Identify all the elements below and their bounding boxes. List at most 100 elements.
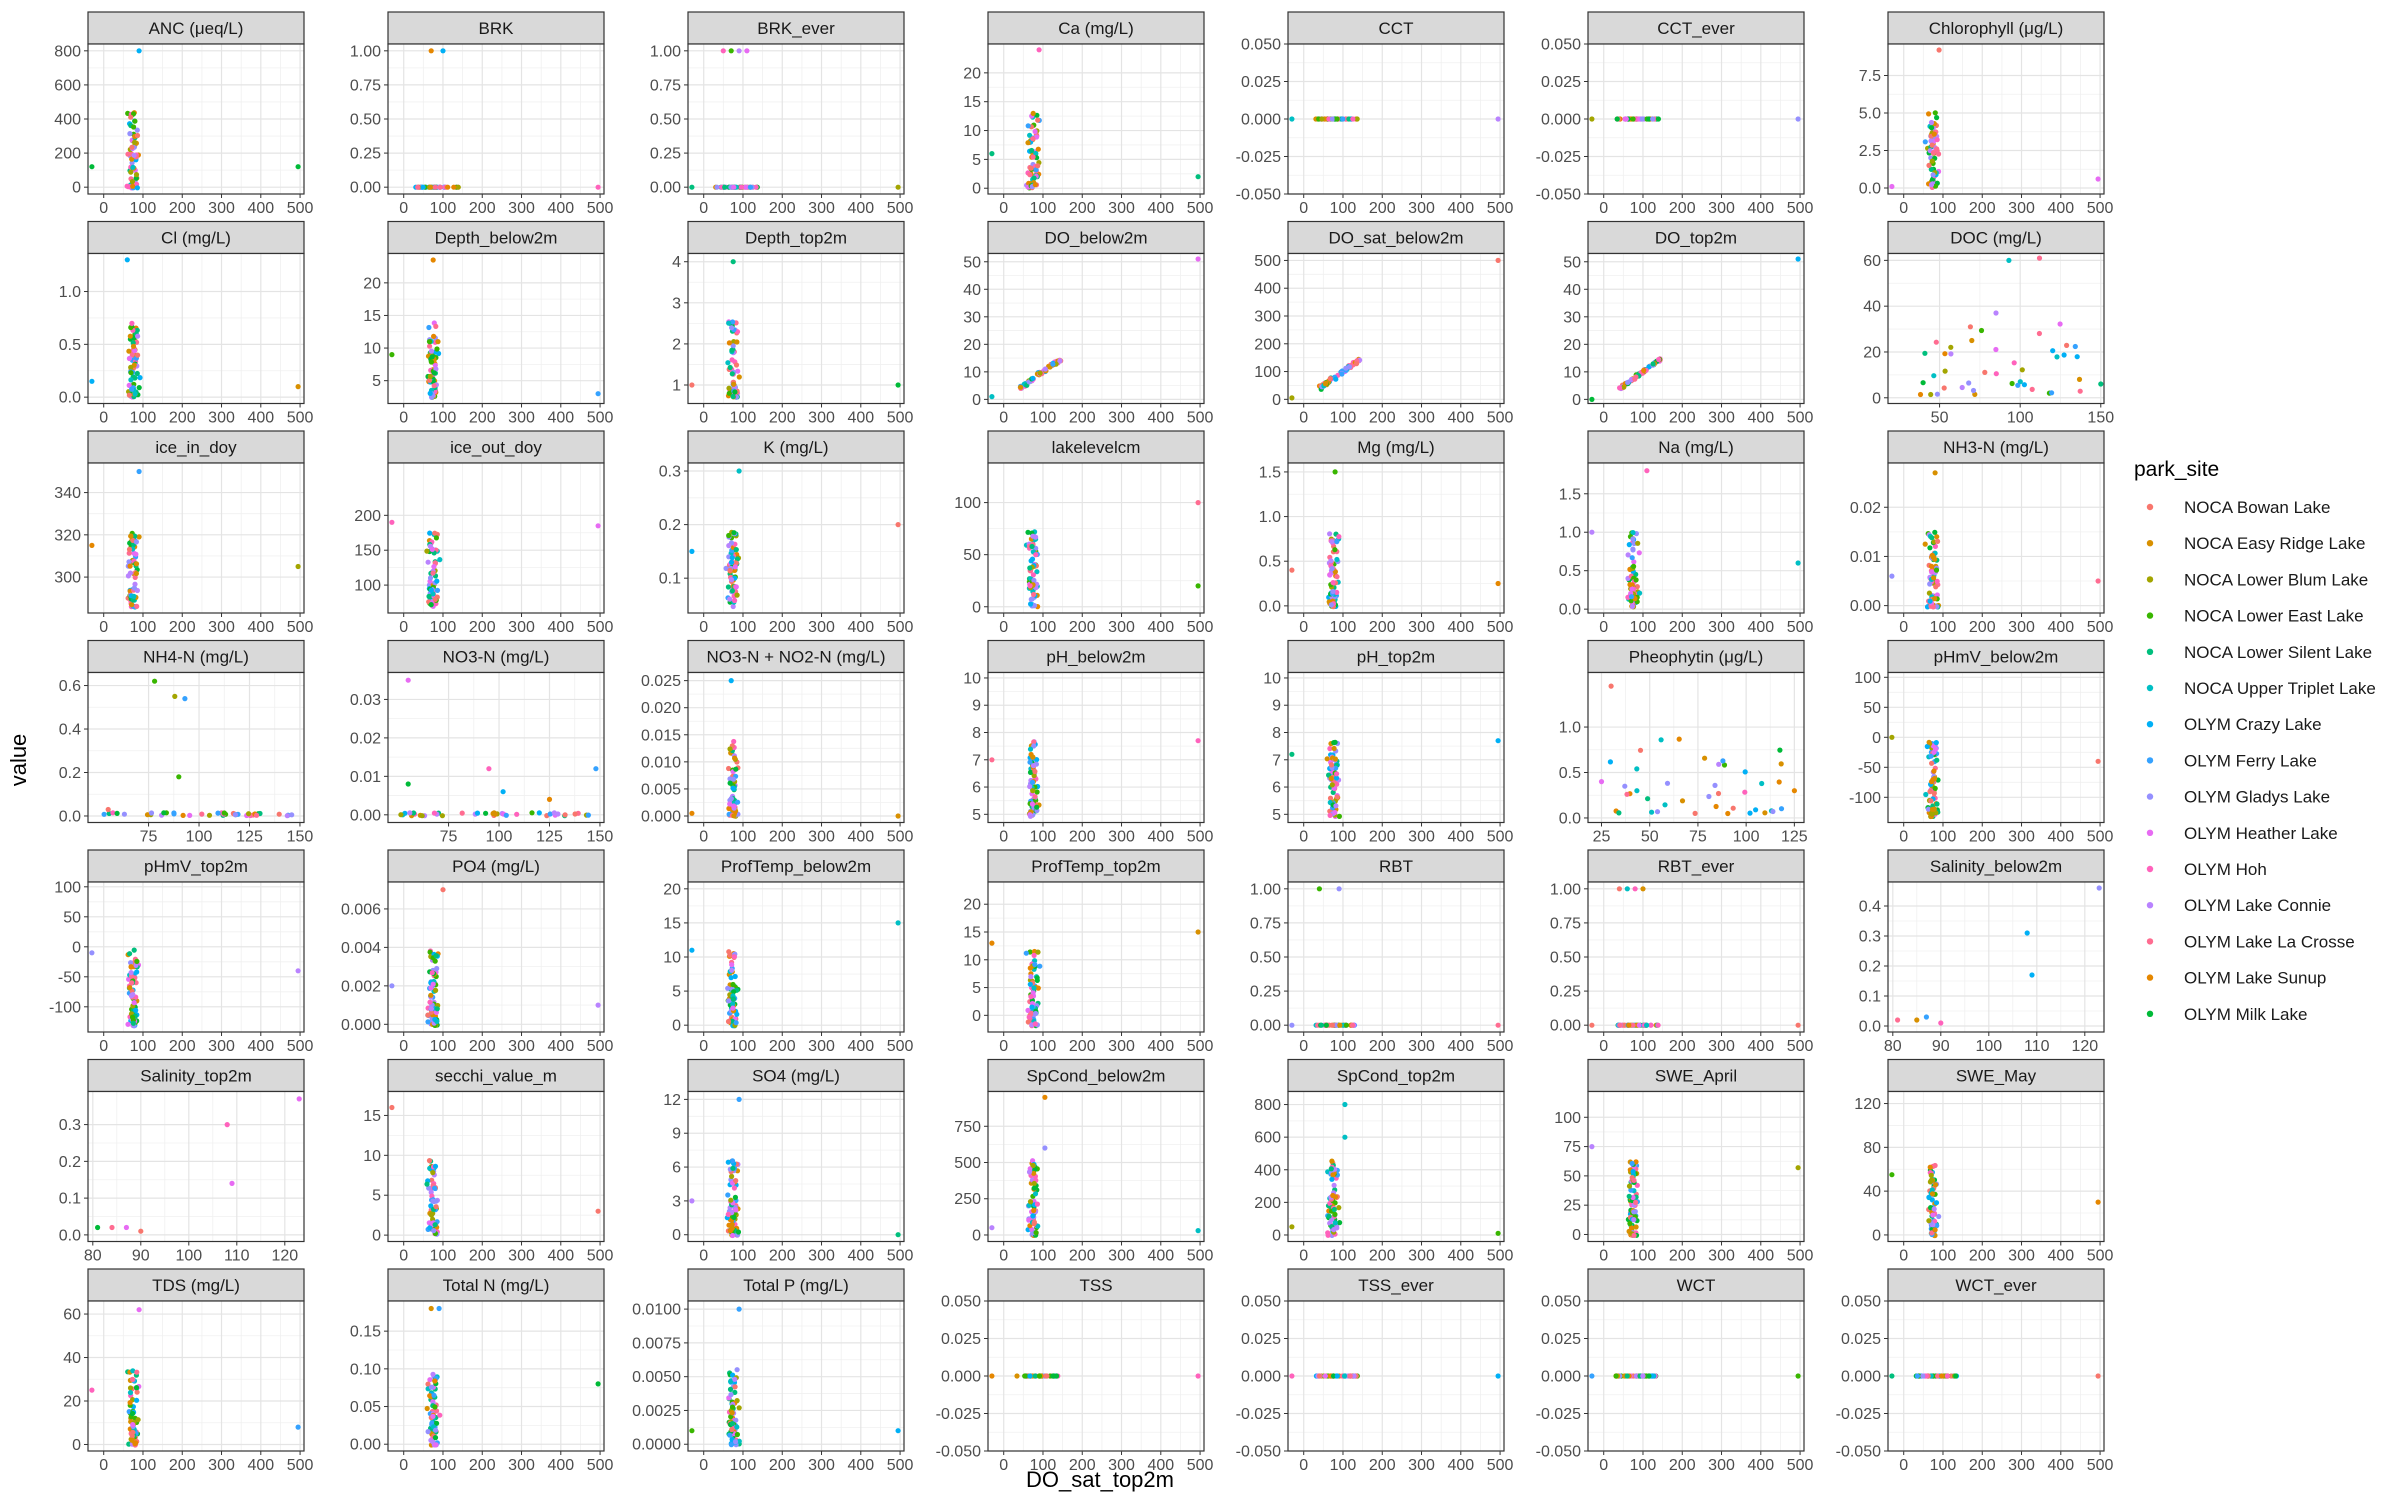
data-point [1334,556,1340,563]
y-tick-label: 0.02 [350,730,381,747]
data-point [735,1229,742,1235]
y-tick-label: 200 [354,508,381,525]
x-tick-label: 0 [399,410,408,427]
data-point [728,1392,734,1398]
y-tick-label: 0.2 [1859,959,1881,976]
data-point [229,1180,235,1186]
data-point [1967,324,1973,330]
x-tick-label: 0 [699,1457,708,1474]
data-point [284,813,290,819]
x-tick-label: 0 [699,200,708,217]
y-tick-label: 120 [1854,1096,1881,1113]
y-tick-label: 0.3 [1859,929,1881,946]
x-tick-label: 200 [169,1457,196,1474]
data-point [2019,367,2025,373]
x-tick-label: 100 [1330,829,1357,846]
data-point [1326,1213,1332,1219]
data-point [736,374,742,380]
data-point [1027,132,1033,138]
facet-panel: ice_out_doy 0 100 200 300 400 500 100 150 200 [354,430,614,636]
data-point [1676,736,1682,742]
data-point [1029,801,1035,807]
panel-border [687,43,905,195]
facet-panel: TDS (mg/L) 0 100 200 300 400 500 0 20 40 60 [63,1268,314,1474]
y-tick-label: 25 [1563,1198,1581,1215]
data-point [529,810,535,816]
data-point [128,964,134,970]
data-point [1656,356,1662,363]
y-tick-label: 0.50 [1250,950,1281,967]
data-point [1644,1022,1650,1028]
x-tick-label: 100 [486,829,513,846]
y-tick-label: 0.75 [650,77,681,94]
y-tick-label: -0.025 [936,1406,981,1423]
y-tick-label: 0.005 [641,781,681,798]
data-point [1336,886,1342,892]
data-point [1627,1220,1633,1227]
facet-panel: DO_sat_below2m 0 100 200 300 400 500 0 100 200 300… [1254,220,1514,427]
data-point [730,393,736,400]
x-tick-label: 100 [1630,1038,1657,1055]
data-point [1932,785,1938,792]
y-tick-label: 20 [963,897,981,914]
data-point [733,547,739,553]
y-tick-label: -100 [1849,790,1881,807]
y-tick-label: 7 [972,752,981,769]
data-point [1022,1373,1028,1379]
data-point [133,561,140,567]
data-point [1339,371,1345,377]
data-point [398,812,404,818]
facet-title: ice_in_doy [155,438,237,457]
data-point [459,810,465,816]
x-tick-label: 120 [2071,1038,2098,1055]
panel-background [1288,253,1504,404]
data-point [1043,1373,1049,1379]
panel-border [1287,462,1505,614]
data-point [1655,116,1661,122]
x-tick-label: 200 [1669,410,1696,427]
facet-strip [1587,430,1805,464]
x-tick-label: 0 [99,410,108,427]
data-point [1329,1158,1335,1164]
data-point [131,152,137,158]
data-point [1032,1021,1038,1027]
data-point [503,812,509,818]
x-tick-label: 0 [1599,410,1608,427]
data-point [1334,771,1340,777]
y-tick-label: 0.50 [650,112,681,129]
data-point [128,114,134,120]
data-point [1889,573,1895,579]
x-tick-label: 300 [508,1457,535,1474]
panel-background [1888,1091,2104,1242]
data-point [1033,552,1039,558]
panel-background [88,882,304,1032]
data-point [723,565,729,572]
data-point [989,757,995,763]
data-point [389,519,395,525]
facet-strip [1587,11,1805,45]
data-point [727,746,733,752]
x-tick-label: 300 [1108,200,1135,217]
data-point [1031,1185,1037,1191]
facet-title: Cl (mg/L) [161,229,231,248]
data-point [1036,47,1042,53]
data-point [171,811,177,817]
y-tick-label: 0.020 [641,700,681,717]
data-point [1589,396,1595,402]
y-tick-label: 800 [54,43,81,60]
x-tick-label: 0 [1299,200,1308,217]
x-tick-label: 90 [1932,1038,1950,1055]
data-point [426,1158,433,1164]
data-point [1328,602,1334,608]
y-tick-label: 600 [54,77,81,94]
y-tick-label: 0 [72,180,81,197]
facet-title: Ca (mg/L) [1058,19,1134,38]
data-point [1631,1209,1637,1215]
data-point [1635,540,1641,546]
data-point [727,364,733,371]
x-tick-label: 0 [999,1038,1008,1055]
x-tick-label: 0 [999,1457,1008,1474]
panel-background [388,463,604,613]
y-tick-label: 0.1 [1859,989,1881,1006]
panel-background [1588,253,1804,404]
